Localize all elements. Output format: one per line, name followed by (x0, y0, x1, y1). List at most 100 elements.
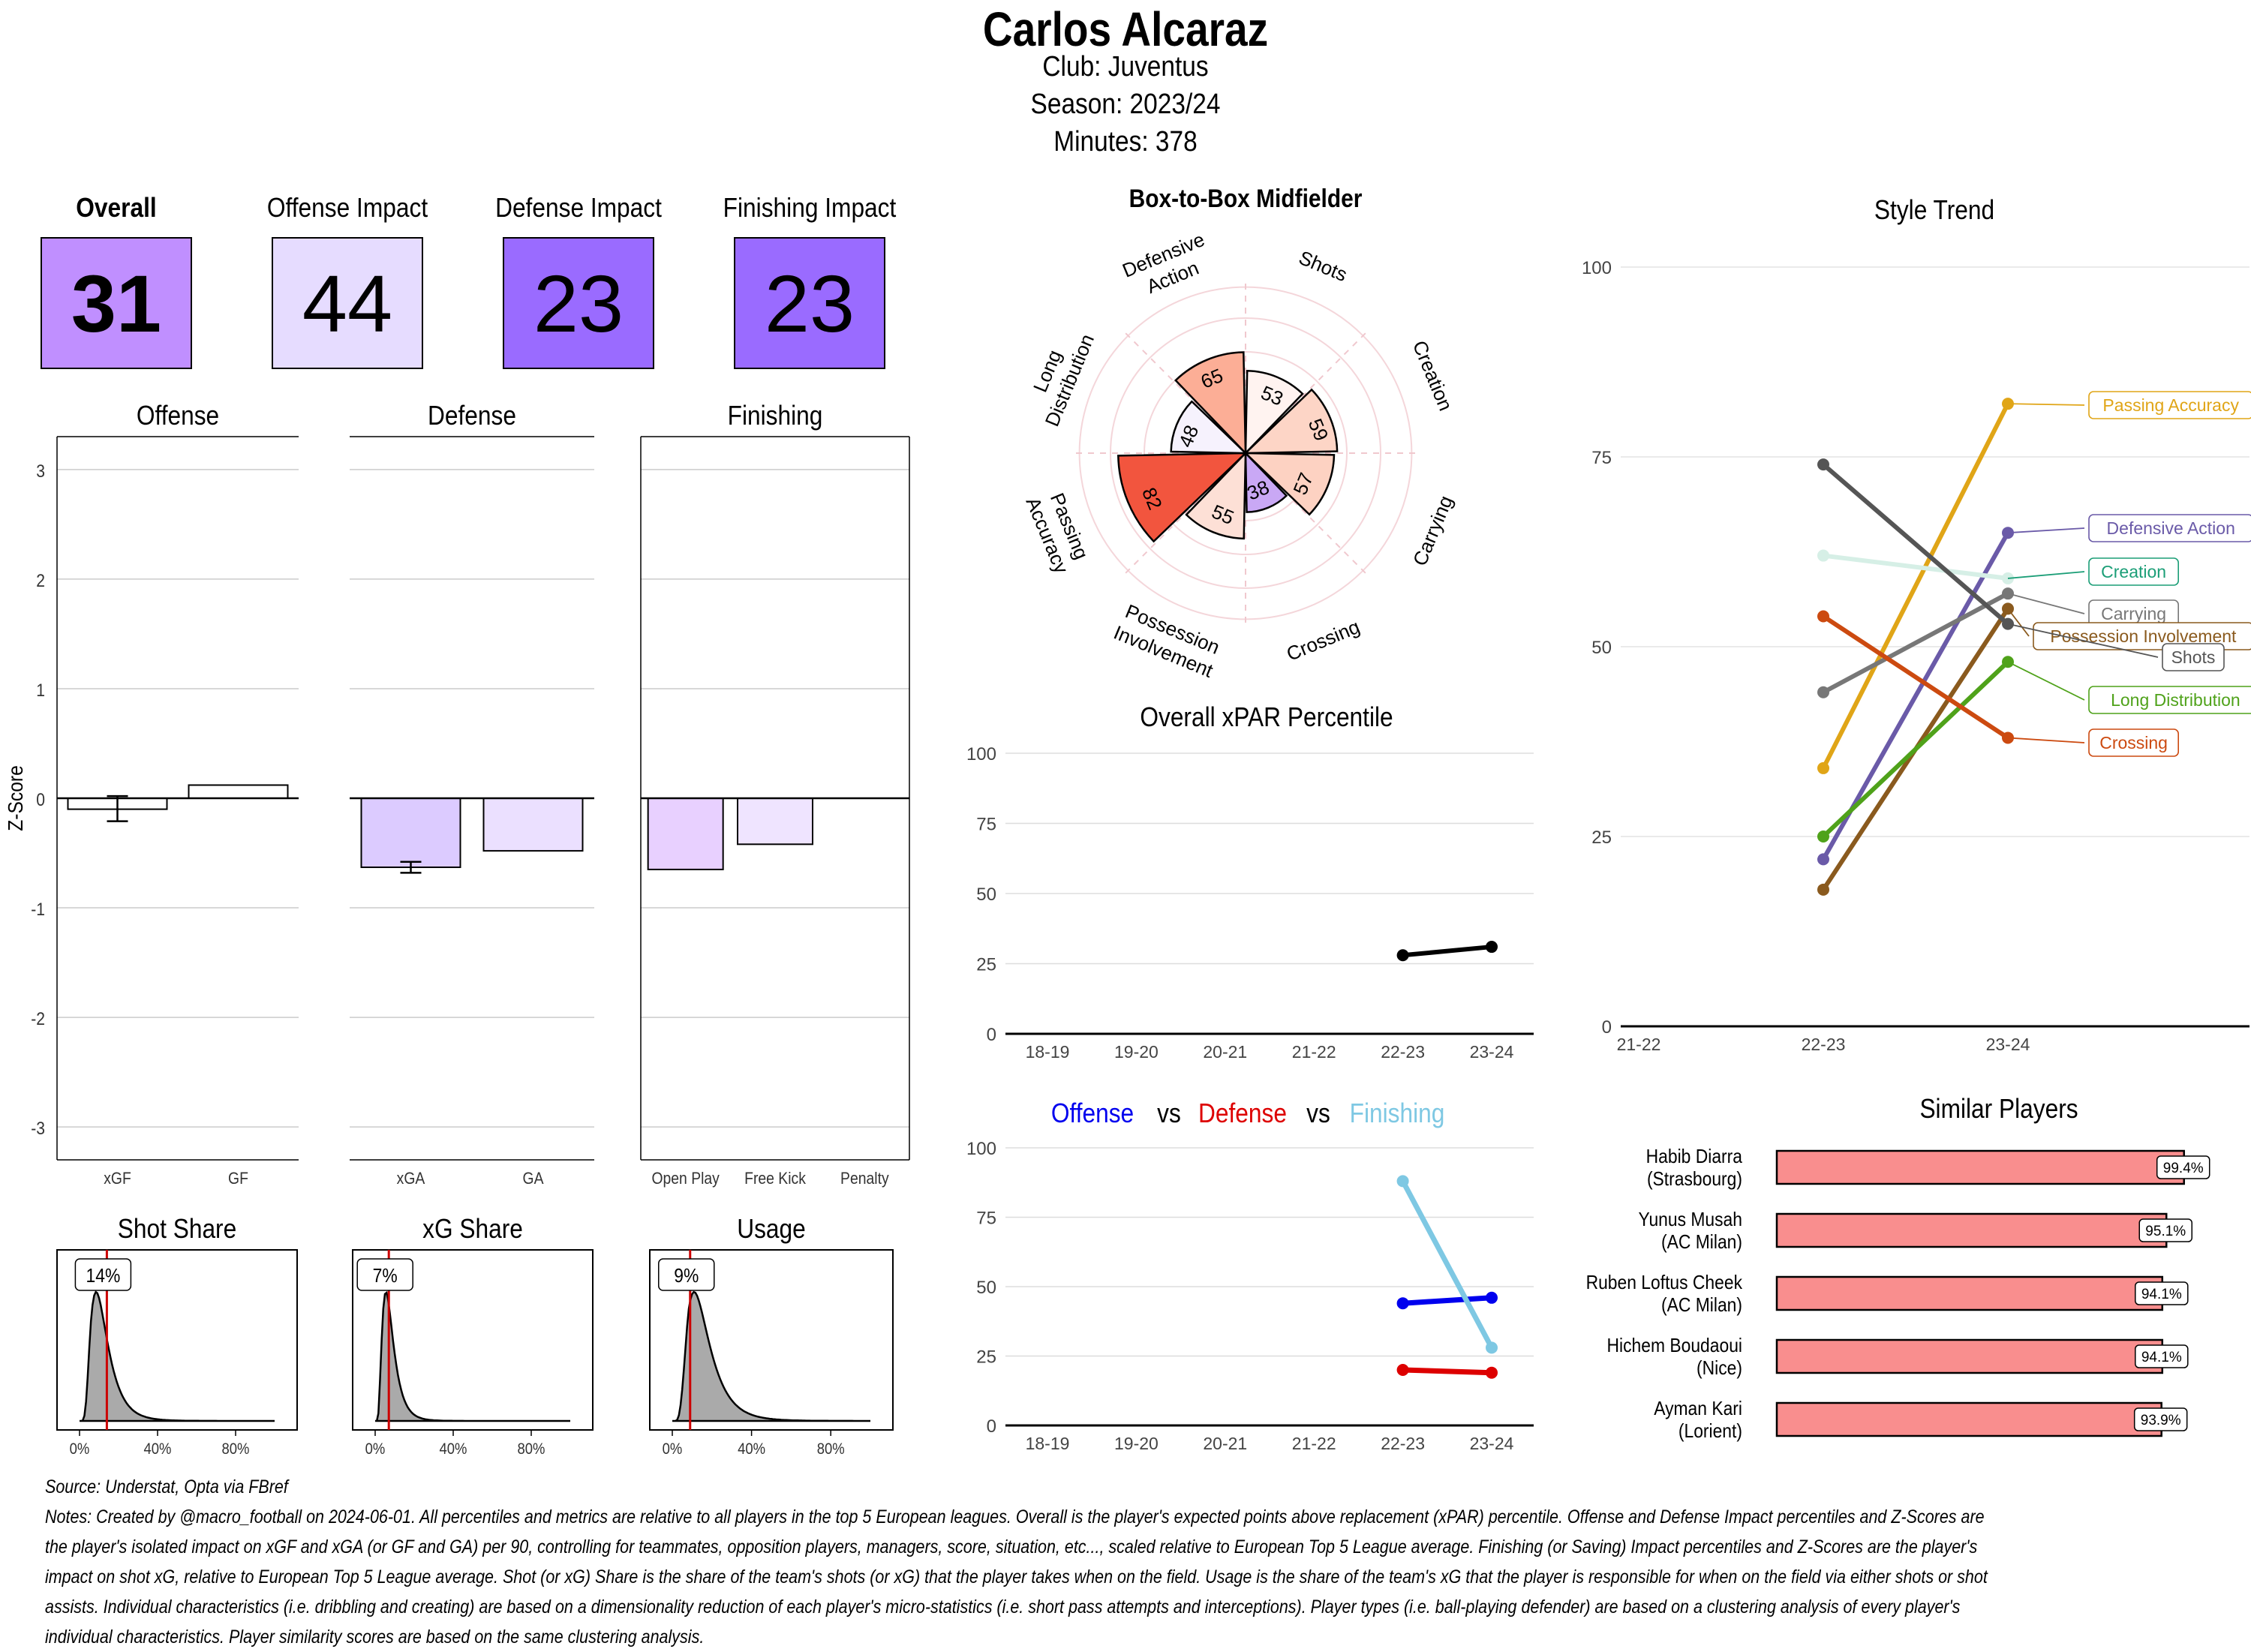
similar-player-club: (Strasbourg) (1647, 1169, 1742, 1191)
radar-spoke (1120, 328, 1199, 407)
density-area (672, 1290, 870, 1422)
ovd-series-finishing-point (1396, 1175, 1409, 1188)
similar-bar (1775, 1401, 2162, 1437)
style-label-text: Passing Accuracy (2102, 395, 2239, 415)
style-ytick-label: 100 (1582, 258, 1612, 278)
density-label-box (74, 1258, 132, 1291)
ovd-series-defense-point (1486, 1366, 1498, 1379)
density-value-label: 14% (74, 1258, 132, 1291)
style-series-point (1817, 761, 1829, 774)
zscore-xtick-label: Free Kick (744, 1170, 806, 1188)
style-label-text: Creation (2101, 562, 2166, 581)
xpar-ytick-label: 100 (966, 744, 996, 764)
style-leader-line (2007, 571, 2085, 579)
tile-offense-impact: 44 (272, 237, 423, 369)
ovd-xtick-label: 21-22 (1292, 1434, 1336, 1453)
xpar-xtick-label: 19-20 (1114, 1042, 1159, 1062)
similar-label-text: 94.1% (2141, 1350, 2182, 1365)
radar-axis-label: Carrying (1408, 492, 1457, 569)
style-leader-line (2007, 608, 2030, 637)
style-label-crossing: Crossing (2088, 728, 2179, 757)
source-line: Source: Understat, Opta via FBref (45, 1476, 288, 1497)
density-label-text: 7% (373, 1266, 398, 1287)
similar-label-text: 94.1% (2141, 1287, 2182, 1302)
style-series-line (1821, 462, 2010, 626)
radar-wedge-creation (1243, 388, 1339, 455)
style-series-point (1817, 549, 1829, 562)
style-leader-line (2007, 737, 2085, 743)
zscore-ytick-label: 0 (36, 790, 45, 810)
xpar-ytick-label: 0 (987, 1025, 996, 1045)
xpar-ytick-label: 50 (976, 885, 996, 905)
ovd-title-part: vs (1306, 1098, 1330, 1128)
ovd-series-finishing-line (1400, 1178, 1495, 1350)
xpar-title: Overall xPAR Percentile (1140, 702, 1393, 732)
style-label-box (2088, 391, 2251, 419)
style-series-line (1821, 591, 2010, 695)
similar-label-box (2135, 1344, 2189, 1368)
radar-axis-label-text: Carrying (1408, 492, 1457, 569)
density-value-label: 7% (356, 1258, 413, 1291)
similar-value-label: 94.1% (2135, 1344, 2189, 1368)
similar-player-name: Ayman Kari (1654, 1398, 1742, 1420)
similar-label-box (2138, 1218, 2192, 1242)
facet-title-defense: Defense (428, 401, 516, 431)
style-xtick-label: 21-22 (1617, 1035, 1661, 1054)
density-frame (352, 1249, 594, 1431)
density-xtick-label: 80% (518, 1440, 545, 1458)
radar-axis-label-text: Crossing (1283, 615, 1363, 665)
similar-player-name: Hichem Boudaoui (1607, 1335, 1742, 1357)
zscore-ytick-label: -2 (31, 1009, 45, 1029)
style-label-passing-accuracy: Passing Accuracy (2088, 391, 2251, 419)
ovd-title-part: vs (1157, 1098, 1181, 1128)
radar-wedge-crossing (1244, 450, 1288, 513)
style-label-possession-involvement: Possession Involvement (2033, 622, 2251, 650)
radar-axis-label-text: Creation (1408, 338, 1457, 414)
zscore-bar (360, 797, 461, 869)
xpar-xtick-label: 23-24 (1470, 1042, 1514, 1062)
facet-title-offense: Offense (137, 401, 219, 431)
density-value-label: 9% (658, 1258, 715, 1291)
density-xtick-label: 0% (663, 1440, 683, 1458)
radar-ring (1144, 351, 1348, 555)
xpar-ytick-label: 75 (976, 815, 996, 835)
density-xtick-label: 40% (738, 1440, 765, 1458)
xpar-ytick-label: 25 (976, 955, 996, 975)
similar-label-box (2133, 1407, 2188, 1431)
density-xtick-label: 40% (144, 1440, 172, 1458)
similar-player-club: (AC Milan) (1661, 1295, 1742, 1317)
density-xtick-label: 40% (440, 1440, 467, 1458)
style-label-box (2088, 728, 2179, 757)
style-series-point (1817, 610, 1829, 623)
dashboard-charts: Z-Score 3 2 1 0 -1 -2 -3 Offense xGF GF Defense xGA G… (4, 184, 2251, 1458)
radar-spoke (1292, 500, 1371, 578)
density-label-text: 9% (674, 1266, 699, 1287)
radar-wedge-shots (1244, 370, 1304, 456)
footer: Source: Understat, Opta via FBref Notes:… (45, 1472, 2232, 1652)
ovd-series-defense-line (1400, 1367, 1495, 1376)
zscore-xtick-label: xGF (104, 1170, 131, 1188)
zscore-xtick-label: Penalty (840, 1170, 889, 1188)
zscore-axis-title: Z-Score (4, 765, 28, 831)
style-series-line (1821, 659, 2010, 839)
facet-title-finishing: Finishing (728, 401, 823, 431)
club-line: Club: Juventus (1042, 51, 1209, 83)
density-label-box (356, 1258, 413, 1291)
similar-player-club: (Nice) (1697, 1358, 1742, 1380)
radar-spoke (1120, 500, 1199, 578)
zscore-xtick-label: GF (228, 1170, 248, 1188)
zscore-xtick-label: xGA (397, 1170, 425, 1188)
density-area (374, 1290, 570, 1422)
style-label-box (2088, 686, 2251, 714)
xpar-xtick-label: 18-19 (1026, 1042, 1070, 1062)
style-label-text: Defensive Action (2107, 518, 2235, 538)
style-title: Style Trend (1874, 195, 1994, 225)
style-label-carrying: Carrying (2088, 599, 2179, 628)
ovd-series-finishing-point (1486, 1341, 1498, 1354)
style-leader-line (2007, 403, 2085, 406)
player-name: Carlos Alcaraz (982, 2, 1269, 56)
xpar-xtick-label: 22-23 (1381, 1042, 1425, 1062)
ovd-series-offense-point (1396, 1297, 1409, 1310)
style-label-shots: Shots (2162, 643, 2225, 671)
